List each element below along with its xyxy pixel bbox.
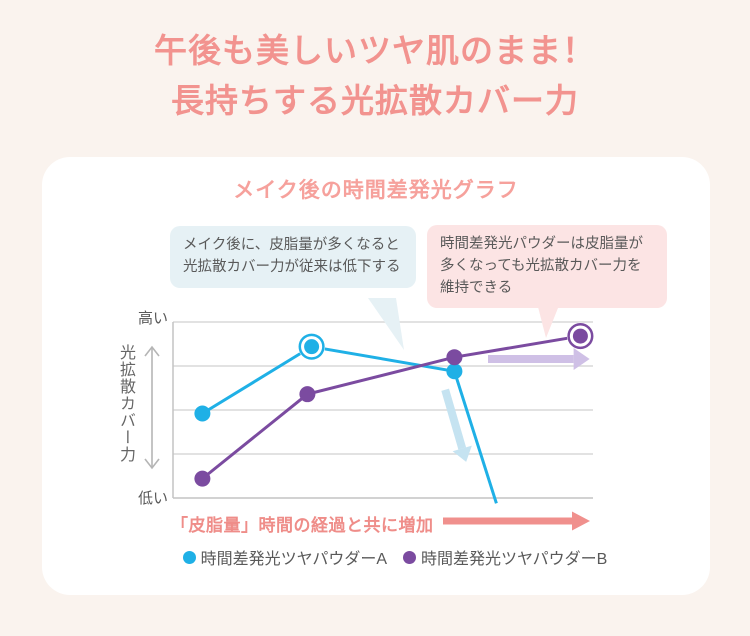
chart-card: メイク後の時間差発光グラフ メイク後に、皮脂量が多くなると光拡散カバー力が従来は… [42,157,710,595]
legend-label-powder-b: 時間差発光ツヤパウダーB [421,551,608,568]
callout-maintain-text: 時間差発光パウダーは皮脂量が多くなっても光拡散カバー力を維持できる [440,236,643,296]
chart-legend: 時間差発光ツヤパウダーA 時間差発光ツヤパウダーB [42,545,710,569]
legend-item-powder-a: 時間差発光ツヤパウダーA [182,545,387,569]
y-range-arrow-down-icon [144,458,160,470]
y-range-arrow-up-icon [144,345,160,357]
callout-decline: メイク後に、皮脂量が多くなると光拡散カバー力が従来は低下する [170,226,416,288]
legend-item-powder-b: 時間差発光ツヤパウダーB [403,545,607,569]
data-point [194,470,211,487]
line-chart-svg [144,298,594,531]
series-line-0 [201,345,498,504]
legend-label-powder-a: 時間差発光ツヤパウダーA [200,551,387,568]
callout-decline-text: メイク後に、皮脂量が多くなると光拡散カバー力が従来は低下する [183,237,401,275]
y-axis-high-label: 高い [137,310,168,327]
callout-maintain-tail [537,303,560,338]
y-axis-low-label: 低い [137,490,168,507]
callout-maintain: 時間差発光パウダーは皮脂量が多くなっても光拡散カバー力を維持できる [427,225,667,309]
page-title-line1: 午後も美しいツヤ肌のまま！ [154,32,596,69]
data-point-ring [567,323,594,350]
annotation-arrow-0-head-icon [573,347,590,370]
data-point [572,328,588,344]
x-axis-arrow-head-icon [572,511,590,531]
data-point [446,349,463,366]
data-point [304,339,320,355]
legend-dot-b-icon [403,550,416,564]
annotation-arrow-1-head-icon [452,445,472,462]
callout-decline-tail [368,298,404,350]
y-axis-title: 光拡散カバー力 [117,344,134,463]
data-point [299,386,316,403]
x-axis-caption: 「皮脂量」時間の経過と共に増加 [171,516,434,535]
page-title: 午後も美しいツヤ肌のまま！ 長持ちする光拡散カバー力 [0,26,750,126]
chart-title: メイク後の時間差発光グラフ [233,179,519,202]
legend-dot-a-icon [182,550,196,564]
data-point [446,363,463,380]
data-point [194,405,211,422]
series-line-1 [201,334,581,480]
data-point-ring [298,333,325,360]
page-title-line2: 長持ちする光拡散カバー力 [171,82,579,119]
annotation-arrow-1 [441,388,467,450]
